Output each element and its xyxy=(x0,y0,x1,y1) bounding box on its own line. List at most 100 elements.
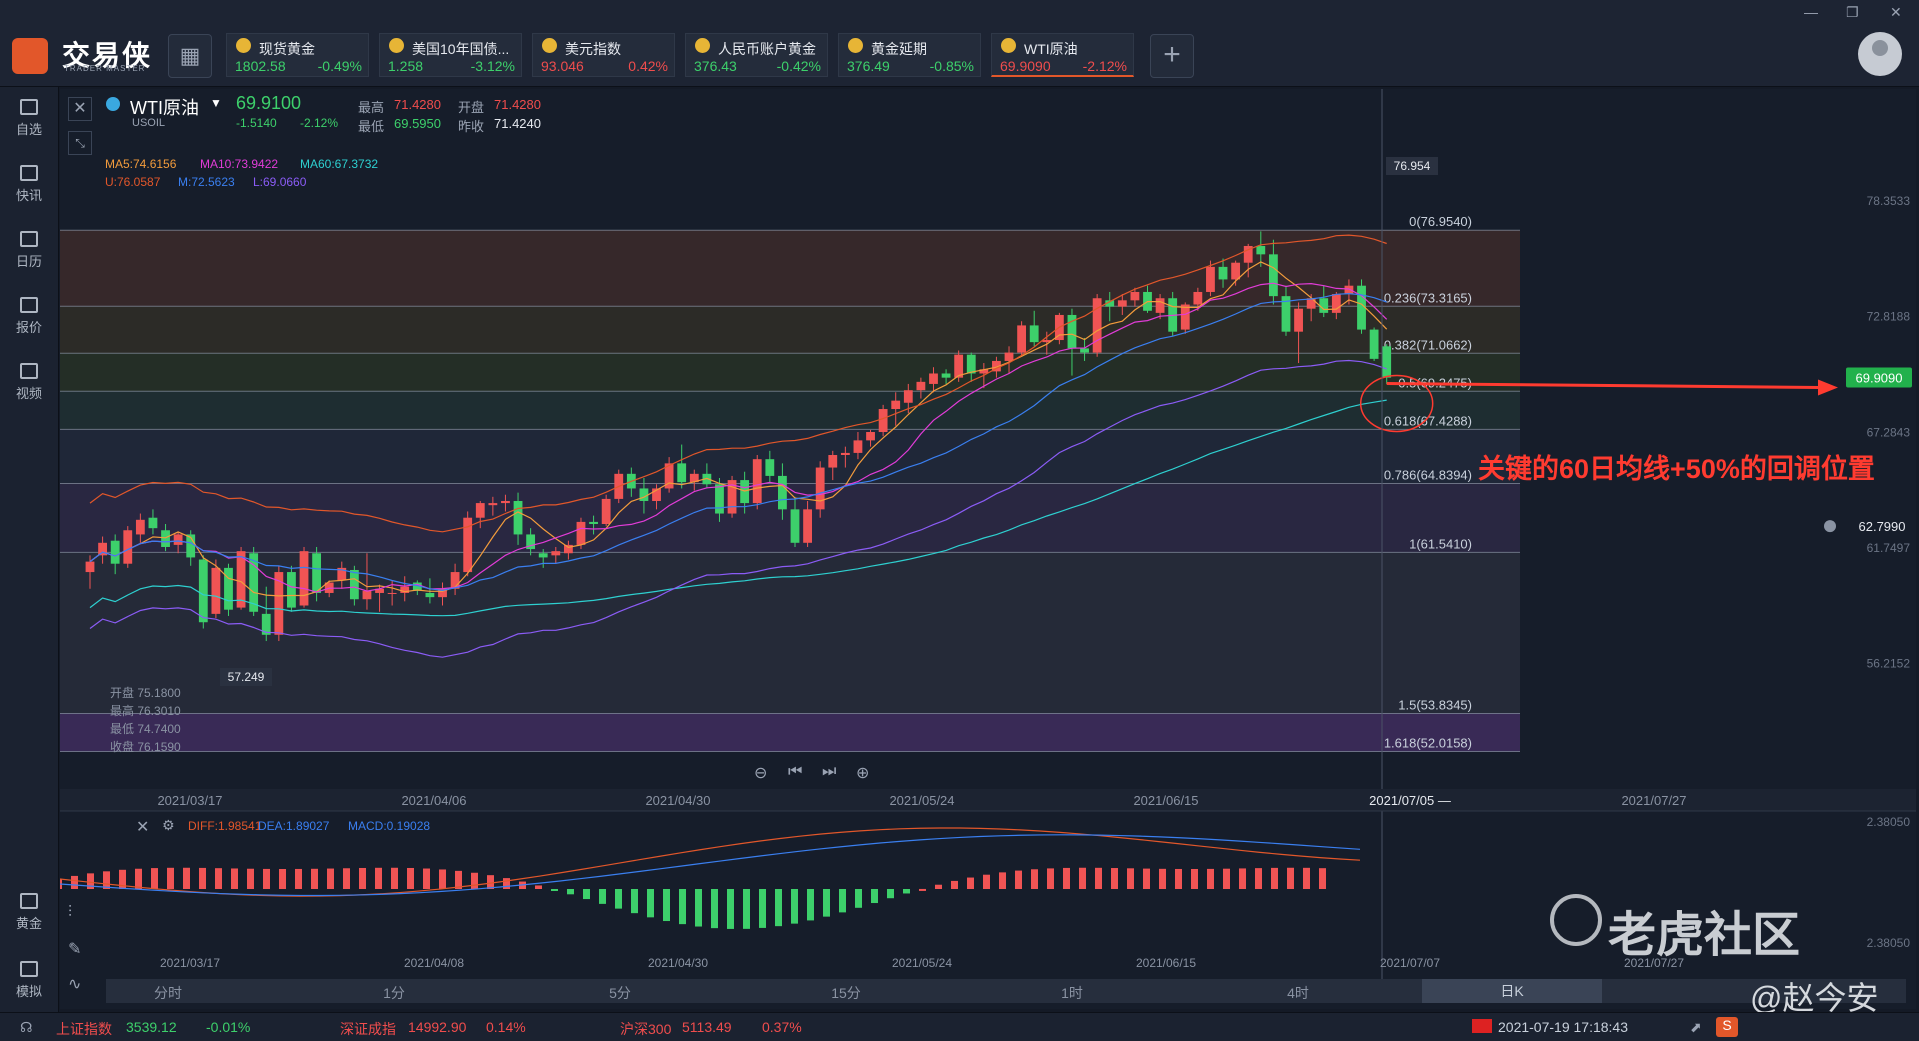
bookmark-icon xyxy=(20,99,38,115)
indicator-tool-icon[interactable]: ⫶ xyxy=(68,904,73,921)
close-chart-button[interactable]: ✕ xyxy=(68,97,92,121)
candle-body xyxy=(589,521,598,524)
sidebar-item-label: 模拟 xyxy=(15,984,42,999)
grid-view-button[interactable]: ▦ xyxy=(168,34,212,78)
close-macd-icon[interactable]: ✕ xyxy=(136,819,150,836)
candle-body xyxy=(173,534,183,545)
candle-body xyxy=(450,572,460,589)
top-bar: 交易侠 TRADER MASTER ▦ 现货黄金 1802.58 -0.49% 美国1… xyxy=(0,0,1919,87)
hover-close: 收盘 76.1590 xyxy=(110,740,181,754)
share-icon[interactable]: ⬈ xyxy=(1690,1019,1702,1035)
candle-body xyxy=(110,540,120,564)
macd-bar xyxy=(535,885,542,889)
sidebar-item-4[interactable]: 报价 xyxy=(0,297,58,336)
macd-settings-icon[interactable]: ⚙ xyxy=(162,817,175,833)
macd-bar xyxy=(199,867,206,889)
period-tab-5[interactable]: 1时 xyxy=(1061,985,1083,1001)
ticker-4[interactable]: 人民币账户黄金 376.43 -0.42% xyxy=(685,33,828,77)
candle-body xyxy=(1268,254,1278,297)
add-ticker-button[interactable]: + xyxy=(1150,34,1194,78)
macd-bar xyxy=(407,867,414,889)
calendar-icon xyxy=(20,231,38,247)
hover-open: 开盘 75.1800 xyxy=(110,686,181,700)
instrument-name[interactable]: WTI原油 xyxy=(130,98,199,118)
sidebar-item-5[interactable]: 视频 xyxy=(0,363,58,402)
wallet-icon xyxy=(20,961,38,977)
ma10-line xyxy=(89,282,1388,593)
candle-body xyxy=(941,373,951,378)
avatar[interactable] xyxy=(1858,32,1902,76)
instrument-dropdown-icon[interactable]: ▼ xyxy=(210,96,222,110)
candle-body xyxy=(85,561,95,573)
candle-body xyxy=(1306,298,1316,309)
sz-index-label[interactable]: 深证成指 xyxy=(340,1021,396,1037)
scroll-right-button[interactable]: ⏭ xyxy=(822,763,837,780)
ticker-1[interactable]: 现货黄金 1802.58 -0.49% xyxy=(226,33,369,77)
macd-bar xyxy=(295,868,302,889)
macd-bar xyxy=(1015,870,1022,889)
restore-button[interactable]: ❐ xyxy=(1846,4,1859,20)
period-tab-6[interactable]: 4时 xyxy=(1287,985,1309,1001)
sidebar-item-3[interactable]: 日历 xyxy=(0,231,58,270)
alert-price-label: 62.7990 xyxy=(1859,519,1906,534)
ime-icon[interactable]: S xyxy=(1716,1017,1738,1037)
macd-bar xyxy=(567,889,574,895)
period-tab-2[interactable]: 1分 xyxy=(383,985,405,1001)
draw-tool-icon[interactable]: ✎ xyxy=(68,941,82,958)
candle-body xyxy=(299,551,309,606)
ticker-price: 69.9090 xyxy=(1000,58,1051,74)
ticker-5[interactable]: 黄金延期 376.49 -0.85% xyxy=(838,33,981,77)
candle-body xyxy=(903,390,913,403)
macd-bar xyxy=(887,889,894,899)
video-icon xyxy=(20,363,38,379)
price-axis-label: 78.3533 xyxy=(1867,194,1911,208)
zoom-out-button[interactable]: ⊖ xyxy=(754,765,768,782)
hs300-change: 0.37% xyxy=(762,1019,802,1035)
instrument-change: -1.5140 xyxy=(236,116,277,130)
ticker-3[interactable]: 美元指数 93.046 0.42% xyxy=(532,33,675,77)
sh-index-label[interactable]: 上证指数 xyxy=(56,1021,112,1037)
candle-body xyxy=(828,455,838,468)
sidebar-item-7[interactable]: 模拟 xyxy=(0,961,58,1000)
sidebar-item-6[interactable]: 黄金 xyxy=(0,893,58,932)
minimize-button[interactable]: — xyxy=(1804,4,1818,20)
macd-bar xyxy=(599,889,606,904)
close-window-button[interactable]: ✕ xyxy=(1890,4,1902,20)
macd-bar xyxy=(1223,868,1230,889)
shrink-icon[interactable]: ⤡ xyxy=(68,131,92,155)
macd-bar xyxy=(1047,868,1054,889)
chart-annotation: 关键的60日均线+50%的回调位置 xyxy=(1478,454,1875,484)
candle-body xyxy=(1117,300,1127,307)
ticker-2[interactable]: 美国10年国债... 1.258 -3.12% xyxy=(379,33,522,77)
hover-high: 最高 76.3010 xyxy=(110,704,181,718)
candle-body xyxy=(551,551,561,556)
scroll-left-button[interactable]: ⏮ xyxy=(788,763,803,780)
low-label: 最低 xyxy=(358,119,385,134)
candle-body xyxy=(1256,245,1266,255)
period-tab-4[interactable]: 15分 xyxy=(831,985,861,1001)
candle-body xyxy=(866,432,875,441)
period-tab-3[interactable]: 5分 xyxy=(609,985,631,1001)
zoom-in-button[interactable]: ⊕ xyxy=(856,765,870,782)
macd-bar xyxy=(983,874,990,889)
candle-body xyxy=(702,473,712,485)
ticker-6[interactable]: WTI原油 69.9090 -2.12% xyxy=(991,33,1134,77)
boll-mid-label: M:72.5623 xyxy=(178,175,235,189)
candle-body xyxy=(438,588,447,598)
date-axis-label: 2021/04/30 xyxy=(645,793,710,808)
bar-chart-icon xyxy=(389,38,404,53)
macd-bar xyxy=(1319,868,1326,889)
candle-body xyxy=(387,592,397,594)
sidebar-item-2[interactable]: 快讯 xyxy=(0,165,58,204)
hs300-label[interactable]: 沪深300 xyxy=(620,1021,672,1037)
chart-canvas[interactable]: 0(76.9540) 0.236(73.3165) 0.382(71.0662) 0.… xyxy=(60,89,1916,1009)
headset-icon[interactable]: ☊ xyxy=(20,1019,33,1035)
sidebar-item-1[interactable]: 自选 xyxy=(0,99,58,138)
candle-body xyxy=(425,592,435,598)
period-tab-1[interactable]: 分时 xyxy=(154,985,182,1001)
low-value: 69.5950 xyxy=(394,116,441,131)
period-tab-7[interactable]: 日K xyxy=(1422,979,1602,1003)
candle-body xyxy=(261,613,271,635)
wave-tool-icon[interactable]: ∿ xyxy=(68,976,82,993)
macd-bar xyxy=(1143,868,1150,889)
